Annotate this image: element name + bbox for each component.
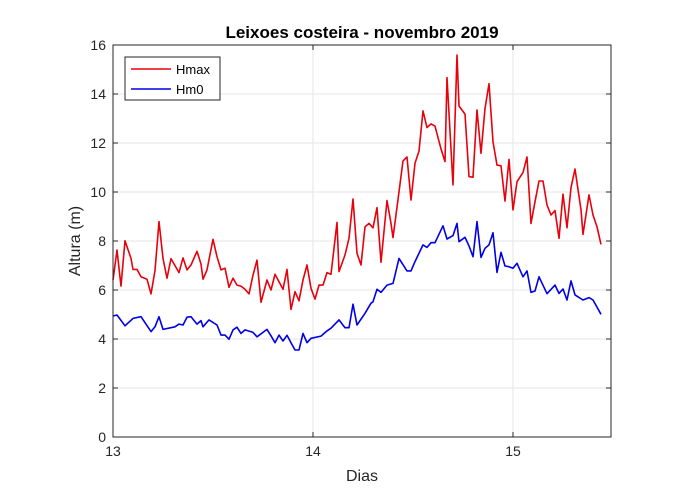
legend-box [124,56,221,101]
y-tick-label: 2 [98,380,106,396]
y-tick-label: 0 [98,429,106,445]
x-axis-label: Dias [346,468,378,485]
chart-title: Leixoes costeira - novembro 2019 [225,23,498,42]
legend-label-hmax: Hmax [176,62,210,77]
y-tick-label: 4 [98,331,106,347]
legend: Hmax Hm0 [124,56,221,101]
x-tick-label: 15 [505,443,521,459]
x-tick-label: 13 [105,443,121,459]
ticks: 13 14 15 0 2 4 6 8 10 12 14 16 [90,37,611,459]
legend-label-hm0: Hm0 [176,82,203,97]
series-line-hm0 [112,220,602,351]
y-tick-label: 10 [90,184,106,200]
series-line-hmax [112,54,602,311]
series-group [112,54,602,351]
y-axis-label: Altura (m) [67,206,84,276]
y-tick-label: 6 [98,282,106,298]
x-tick-label: 14 [305,443,321,459]
y-tick-label: 12 [90,135,106,151]
y-tick-label: 14 [90,86,106,102]
y-tick-label: 16 [90,37,106,53]
y-tick-label: 8 [98,233,106,249]
